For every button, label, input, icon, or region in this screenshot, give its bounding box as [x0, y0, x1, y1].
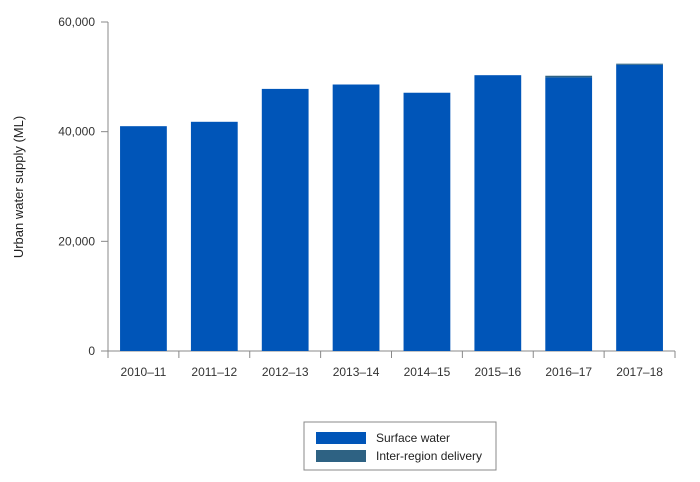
legend-label-surface-water: Surface water — [376, 431, 450, 445]
bar-surface-water — [474, 75, 522, 352]
x-tick-label: 2010–11 — [121, 365, 167, 379]
bars — [120, 63, 663, 352]
bar-surface-water — [403, 92, 451, 352]
y-tick-label: 60,000 — [58, 15, 95, 29]
legend: Surface water Inter-region delivery — [303, 421, 497, 471]
y-tick-label: 40,000 — [58, 125, 95, 139]
bar-surface-water — [190, 121, 238, 352]
legend-swatch-surface-water — [316, 432, 366, 444]
x-tick-label: 2013–14 — [333, 365, 380, 379]
x-tick-label: 2017–18 — [616, 365, 663, 379]
y-tick-label: 20,000 — [58, 234, 95, 248]
x-tick-label: 2011–12 — [191, 365, 237, 379]
x-tick-label: 2016–17 — [545, 365, 592, 379]
bar-surface-water — [545, 77, 593, 352]
bar-surface-water — [616, 64, 663, 352]
x-tick-label: 2012–13 — [262, 365, 309, 379]
x-tick-label: 2014–15 — [404, 365, 451, 379]
legend-swatch-inter-region-delivery — [316, 450, 366, 462]
y-axis-title: Urban water supply (ML) — [11, 116, 26, 258]
x-tick-label: 2015–16 — [474, 365, 521, 379]
x-axis: 2010–11 2011–12 2012–13 2013–14 2014–15 2015–… — [107, 350, 676, 379]
y-tick-label: 0 — [88, 344, 95, 358]
legend-label-inter-region-delivery: Inter-region delivery — [376, 449, 482, 463]
bar-surface-water — [261, 88, 309, 351]
bar-inter-region-delivery — [545, 75, 593, 78]
bar-inter-region-delivery — [616, 63, 663, 65]
bar-surface-water — [120, 126, 167, 351]
bar-surface-water — [332, 84, 380, 351]
y-axis: 0 20,000 40,000 60,000 — [58, 15, 109, 358]
